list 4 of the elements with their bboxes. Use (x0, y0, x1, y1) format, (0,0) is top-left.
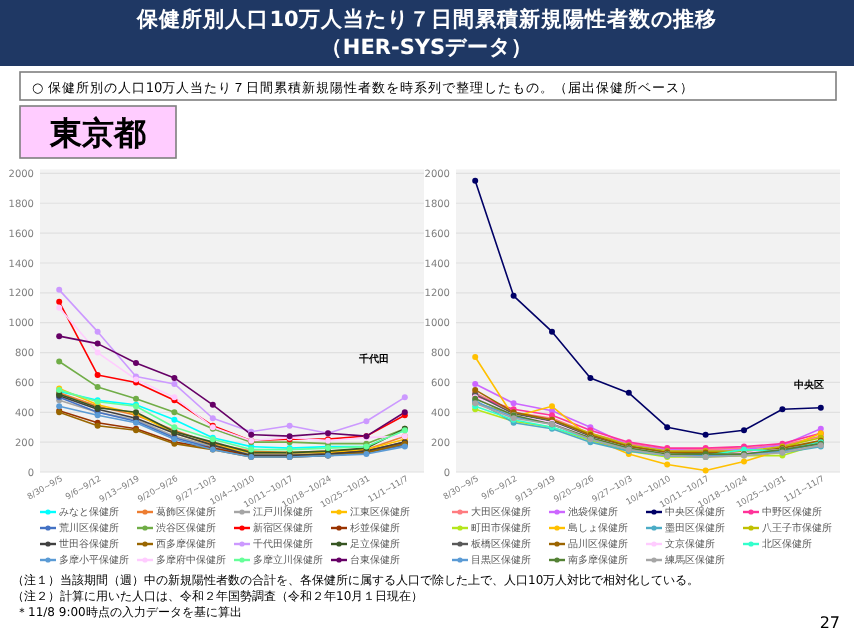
chart-title: 保健所別人口10万人当たり７日間累積新規陽性者数の推移 (135, 6, 717, 32)
text: 東京都 (48, 114, 146, 152)
text: 27 (819, 614, 840, 632)
text: （HER-SYSデータ） (320, 36, 534, 60)
